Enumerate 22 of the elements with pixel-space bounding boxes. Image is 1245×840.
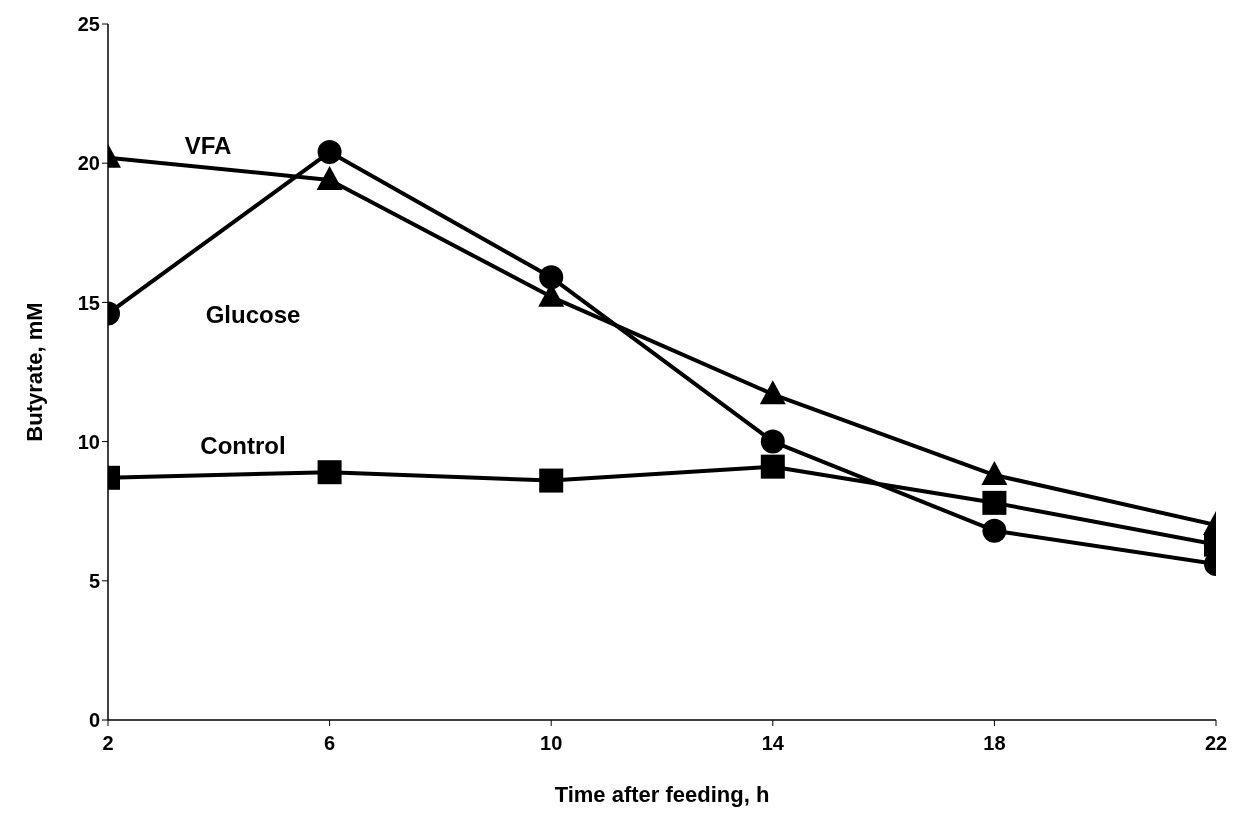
point [760, 454, 785, 479]
annotation: Glucose [205, 300, 301, 328]
y-tick-label: 15 [77, 291, 100, 314]
x-tick-label: 14 [761, 732, 785, 755]
annotation: VFA [184, 131, 232, 159]
y-tick-label: 25 [77, 13, 100, 36]
y-tick-label: 20 [77, 152, 100, 175]
point [539, 265, 564, 290]
x-tick-label: 22 [1204, 732, 1228, 755]
point [760, 429, 785, 454]
y-tick-label: 0 [88, 709, 100, 732]
point [539, 468, 564, 493]
y-tick-label: 10 [77, 430, 100, 453]
x-axis-title: Time after feeding, h [554, 782, 770, 807]
x-tick-label: 6 [324, 732, 336, 755]
y-tick-label: 5 [88, 569, 100, 592]
x-tick-label: 10 [540, 732, 563, 755]
x-tick-label: 18 [983, 732, 1006, 755]
y-axis-title: Butyrate, mM [21, 302, 47, 442]
annotation: Control [200, 431, 286, 459]
x-tick-label: 2 [102, 732, 114, 755]
point [759, 380, 786, 405]
